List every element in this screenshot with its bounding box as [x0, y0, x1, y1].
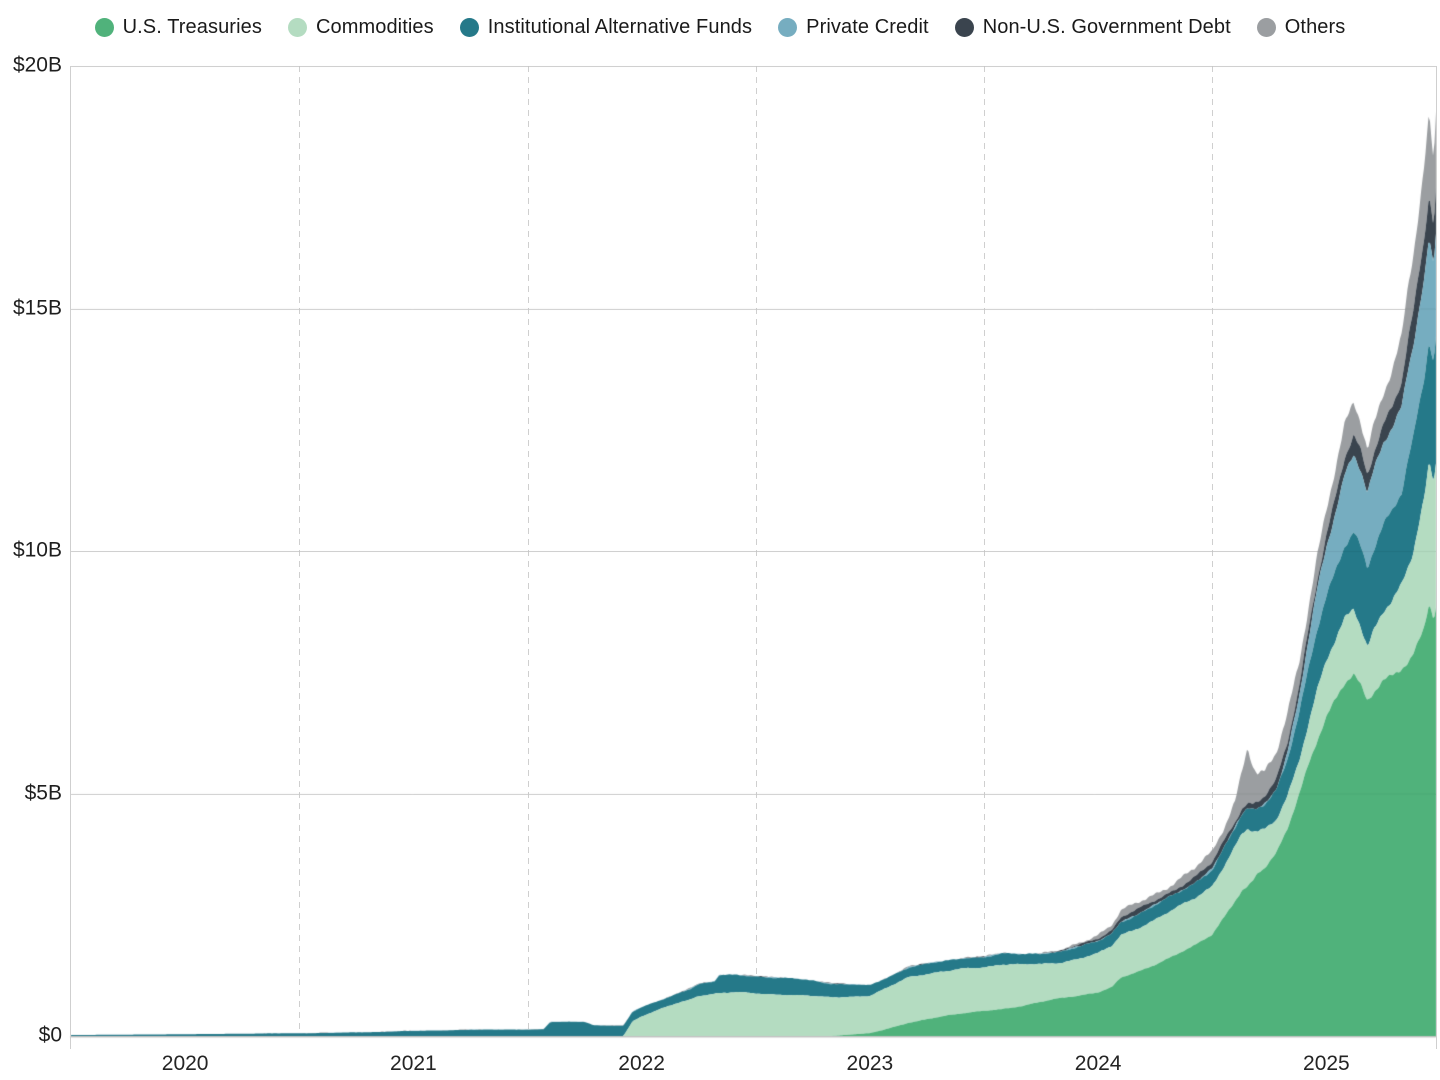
y-axis-tick-label: $0: [38, 1023, 62, 1047]
chart-legend: U.S. Treasuries Commodities Institutional …: [0, 16, 1440, 39]
legend-item-u-s-treasuries: U.S. Treasuries: [94, 16, 262, 39]
legend-swatch-icon: [954, 18, 974, 37]
legend-label: U.S. Treasuries: [122, 16, 262, 38]
legend-item-commodities: Commodities: [287, 16, 434, 39]
legend-item-others: Others: [1256, 16, 1346, 39]
legend-item-non-u-s-government-debt: Non-U.S. Government Debt: [954, 16, 1231, 39]
legend-swatch-icon: [1256, 18, 1276, 37]
legend-label: Commodities: [315, 16, 434, 38]
legend-swatch-icon: [287, 18, 307, 37]
legend-label: Others: [1284, 16, 1346, 38]
legend-label: Non-U.S. Government Debt: [982, 16, 1231, 38]
legend-item-private-credit: Private Credit: [778, 16, 929, 39]
x-axis-tick-label: 2024: [1074, 1052, 1122, 1075]
legend-swatch-icon: [459, 18, 479, 37]
x-axis-tick-label: 2020: [161, 1052, 209, 1075]
axis-line: [70, 66, 71, 1049]
y-axis-tick-label: $10B: [12, 538, 62, 562]
y-axis-tick-label: $15B: [12, 296, 62, 320]
axis-line: [1436, 66, 1437, 1049]
legend-swatch-icon: [94, 18, 114, 37]
legend-item-institutional-alternative-funds: Institutional Alternative Funds: [459, 16, 753, 39]
x-axis-tick-label: 2022: [618, 1052, 665, 1075]
legend-label: Private Credit: [806, 16, 929, 38]
legend-swatch-icon: [778, 18, 798, 37]
x-axis-tick-label: 2021: [390, 1052, 437, 1075]
y-axis-tick-label: $20B: [12, 53, 62, 77]
legend-label: Institutional Alternative Funds: [487, 16, 753, 38]
x-axis-tick-label: 2023: [846, 1052, 894, 1075]
y-axis-tick-label: $5B: [24, 781, 62, 805]
x-axis-tick-label: 2025: [1303, 1052, 1350, 1075]
